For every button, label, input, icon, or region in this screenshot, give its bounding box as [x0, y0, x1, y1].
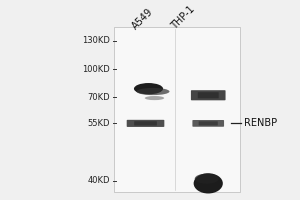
FancyBboxPatch shape: [192, 120, 224, 127]
Ellipse shape: [194, 173, 223, 193]
Text: 40KD: 40KD: [87, 176, 110, 185]
Ellipse shape: [145, 96, 164, 100]
Ellipse shape: [195, 174, 219, 184]
FancyBboxPatch shape: [198, 92, 219, 98]
Text: A549: A549: [130, 7, 155, 32]
Text: THP-1: THP-1: [169, 4, 197, 32]
Text: 70KD: 70KD: [87, 93, 110, 102]
Text: 130KD: 130KD: [82, 36, 110, 45]
Text: RENBP: RENBP: [244, 118, 277, 128]
Text: 55KD: 55KD: [87, 119, 110, 128]
FancyBboxPatch shape: [191, 90, 226, 100]
FancyBboxPatch shape: [199, 121, 218, 125]
Ellipse shape: [134, 83, 163, 94]
Bar: [114, 27, 240, 192]
Ellipse shape: [136, 88, 169, 95]
FancyBboxPatch shape: [134, 121, 157, 126]
FancyBboxPatch shape: [127, 120, 164, 127]
Text: 100KD: 100KD: [82, 65, 110, 74]
